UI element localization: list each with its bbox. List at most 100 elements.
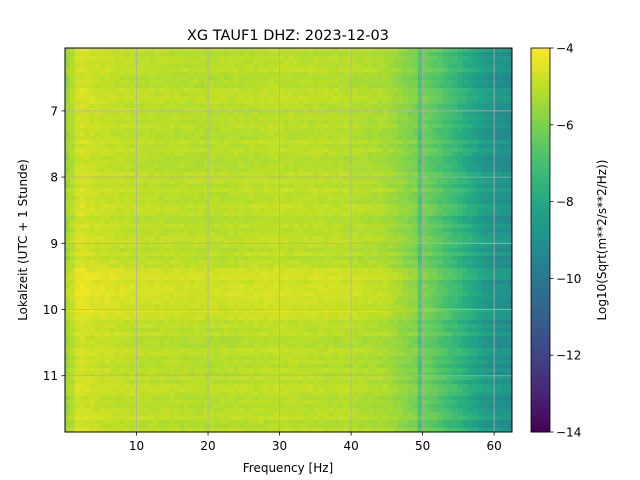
heatmap-cell bbox=[74, 244, 81, 249]
heatmap-cell bbox=[323, 84, 329, 89]
heatmap-cell bbox=[149, 184, 155, 189]
heatmap-cell bbox=[467, 60, 473, 65]
heatmap-cell bbox=[333, 148, 339, 153]
heatmap-cell bbox=[199, 92, 205, 97]
heatmap-cell bbox=[417, 188, 424, 193]
heatmap-cell bbox=[343, 88, 349, 93]
heatmap-cell bbox=[79, 108, 86, 113]
heatmap-cell bbox=[109, 124, 116, 129]
heatmap-cell bbox=[164, 220, 170, 225]
heatmap-cell bbox=[313, 112, 319, 117]
heatmap-cell bbox=[492, 208, 498, 213]
heatmap-cell bbox=[89, 176, 96, 181]
heatmap-cell bbox=[482, 148, 488, 153]
heatmap-cell bbox=[442, 256, 448, 261]
heatmap-cell bbox=[323, 176, 329, 181]
heatmap-cell bbox=[89, 116, 96, 121]
heatmap-cell bbox=[328, 236, 334, 241]
heatmap-cell bbox=[363, 148, 369, 153]
heatmap-cell bbox=[392, 240, 399, 245]
heatmap-cell bbox=[283, 248, 289, 253]
heatmap-cell bbox=[313, 160, 319, 165]
heatmap-cell bbox=[288, 232, 294, 237]
heatmap-cell bbox=[184, 180, 190, 185]
heatmap-cell bbox=[248, 80, 255, 85]
heatmap-cell bbox=[104, 224, 111, 229]
heatmap-cell bbox=[492, 252, 498, 257]
heatmap-cell bbox=[298, 240, 304, 245]
heatmap-cell bbox=[447, 208, 453, 213]
heatmap-cell bbox=[462, 108, 468, 113]
heatmap-cell bbox=[392, 96, 399, 101]
heatmap-cell bbox=[328, 172, 334, 177]
heatmap-cell bbox=[184, 120, 190, 125]
heatmap-cell bbox=[109, 72, 116, 77]
heatmap-cell bbox=[482, 200, 488, 205]
heatmap-cell bbox=[367, 92, 374, 97]
heatmap-cell bbox=[248, 200, 255, 205]
heatmap-cell bbox=[104, 256, 111, 261]
heatmap-cell bbox=[298, 196, 304, 201]
heatmap-cell bbox=[313, 108, 319, 113]
heatmap-cell bbox=[184, 64, 190, 69]
heatmap-cell bbox=[288, 84, 294, 89]
heatmap-cell bbox=[69, 96, 76, 101]
heatmap-cell bbox=[273, 88, 280, 93]
heatmap-cell bbox=[328, 240, 334, 245]
heatmap-cell bbox=[204, 88, 210, 93]
heatmap-cell bbox=[457, 228, 463, 233]
heatmap-cell bbox=[109, 92, 116, 97]
heatmap-cell bbox=[179, 248, 185, 253]
heatmap-cell bbox=[159, 84, 165, 89]
heatmap-cell bbox=[214, 232, 220, 237]
heatmap-cell bbox=[223, 248, 230, 253]
heatmap-cell bbox=[184, 216, 190, 221]
heatmap-cell bbox=[253, 84, 260, 89]
heatmap-cell bbox=[278, 88, 285, 93]
heatmap-cell bbox=[392, 220, 399, 225]
heatmap-cell bbox=[492, 240, 498, 245]
heatmap-cell bbox=[497, 108, 503, 113]
heatmap-cell bbox=[303, 260, 309, 265]
heatmap-cell bbox=[482, 216, 488, 221]
heatmap-cell bbox=[382, 88, 389, 93]
heatmap-cell bbox=[194, 64, 200, 69]
heatmap-cell bbox=[358, 144, 364, 149]
heatmap-cell bbox=[387, 60, 394, 65]
heatmap-cell bbox=[353, 56, 359, 61]
heatmap-cell bbox=[169, 144, 175, 149]
heatmap-cell bbox=[169, 172, 175, 177]
heatmap-cell bbox=[223, 120, 230, 125]
heatmap-cell bbox=[313, 240, 319, 245]
heatmap-cell bbox=[497, 164, 503, 169]
heatmap-cell bbox=[442, 208, 448, 213]
heatmap-cell bbox=[462, 236, 468, 241]
heatmap-cell bbox=[472, 256, 478, 261]
heatmap-cell bbox=[338, 220, 344, 225]
heatmap-cell bbox=[308, 60, 314, 65]
heatmap-cell bbox=[462, 104, 468, 109]
heatmap-cell bbox=[397, 104, 404, 109]
heatmap-cell bbox=[194, 228, 200, 233]
heatmap-cell bbox=[263, 64, 270, 69]
heatmap-cell bbox=[442, 120, 448, 125]
heatmap-cell bbox=[204, 244, 210, 249]
heatmap-cell bbox=[169, 100, 175, 105]
heatmap-cell bbox=[169, 164, 175, 169]
heatmap-cell bbox=[338, 68, 344, 73]
heatmap-cell bbox=[328, 48, 334, 53]
heatmap-cell bbox=[79, 76, 86, 81]
heatmap-cell bbox=[69, 140, 76, 145]
heatmap-cell bbox=[184, 192, 190, 197]
heatmap-cell bbox=[189, 252, 195, 257]
heatmap-cell bbox=[209, 204, 215, 209]
heatmap-cell bbox=[467, 204, 473, 209]
heatmap-cell bbox=[218, 108, 225, 113]
heatmap-cell bbox=[154, 124, 160, 129]
heatmap-cell bbox=[293, 252, 299, 257]
heatmap-cell bbox=[447, 48, 453, 53]
heatmap-cell bbox=[69, 68, 76, 73]
heatmap-cell bbox=[353, 240, 359, 245]
heatmap-cell bbox=[99, 148, 106, 153]
heatmap-cell bbox=[363, 132, 369, 137]
